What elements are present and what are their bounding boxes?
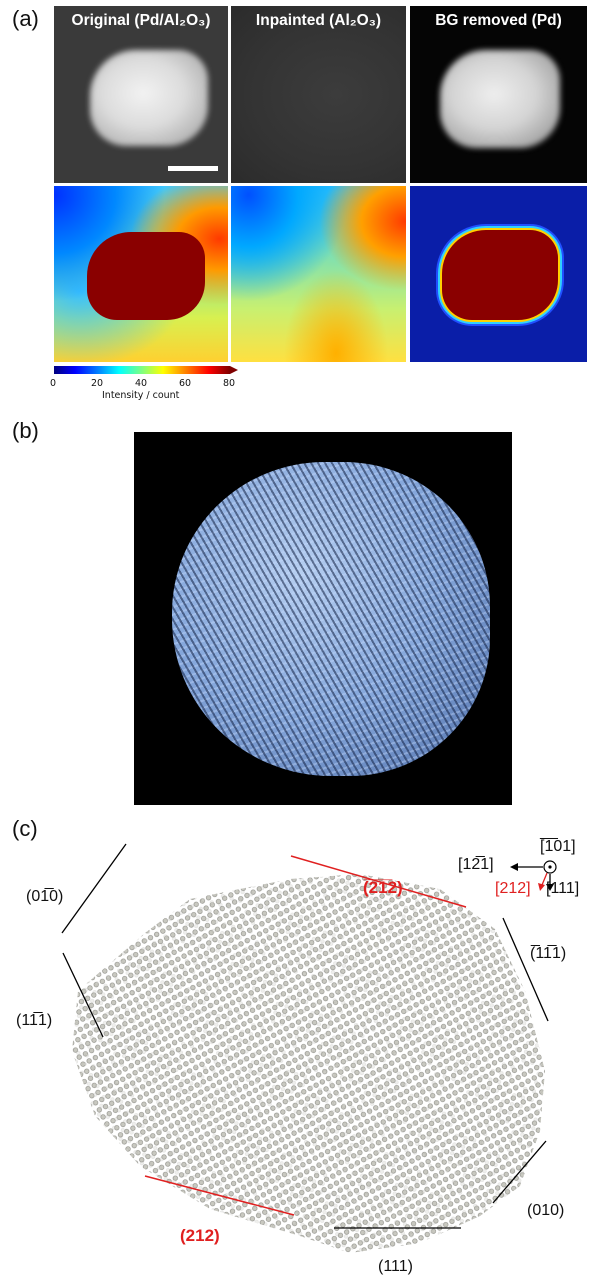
colorbar-arrow [230, 366, 238, 374]
axis-label-left: [12̅1] [458, 856, 494, 873]
axis-label-red: [212] [495, 880, 531, 897]
facet-label-right: (̅11̅1) [530, 945, 567, 962]
reconstruction-3d [134, 432, 512, 805]
bg-removed-heatmap [410, 186, 587, 362]
inpainted-image [231, 6, 406, 183]
colorbar-tick: 80 [223, 378, 236, 389]
axis-red-arrow [541, 872, 548, 886]
facet-line-top-red [290, 855, 467, 908]
inpainted-heatmap [231, 186, 406, 362]
panel-label-c: (c) [12, 816, 38, 841]
atom-model [61, 843, 557, 1253]
title-original: Original (Pd/Al₂O₃) [71, 12, 211, 29]
scale-bar [168, 166, 218, 171]
bg-removed-image [410, 6, 587, 183]
panel-label-b: (b) [12, 418, 39, 443]
facet-line-left [62, 952, 104, 1038]
panel-label-a: (a) [12, 6, 39, 31]
original-image [54, 6, 228, 183]
facet-label-left: (11̅1) [16, 1012, 53, 1029]
colorbar-tick: 20 [91, 378, 104, 389]
colorbar [54, 366, 230, 374]
facet-line-bottom-red [144, 1175, 295, 1216]
colorbar-label: Intensity / count [102, 390, 180, 401]
colorbar-tick: 40 [135, 378, 148, 389]
facet-line-right [502, 917, 549, 1022]
facet-line-upper-left [61, 843, 127, 934]
facet-label-top-red: (̅2̅1̅2) [363, 878, 403, 897]
axis-label-bottom: [111] [546, 880, 580, 897]
colorbar-tick: 0 [50, 378, 57, 389]
axis-label-top: [̅1̅01] [540, 838, 576, 855]
title-inpainted: Inpainted (Al₂O₃) [255, 12, 382, 29]
original-heatmap [54, 186, 228, 362]
facet-label-bottom-red: (212) [180, 1226, 220, 1245]
facet-label-bottom: (111) [378, 1258, 413, 1275]
facet-label-bottom-right: (010) [527, 1202, 565, 1219]
colorbar-tick: 60 [179, 378, 192, 389]
title-bg-removed: BG removed (Pd) [435, 12, 562, 29]
facet-line-bottom-right [492, 1140, 547, 1204]
facet-label-upper-left: (01̅0) [26, 888, 64, 905]
